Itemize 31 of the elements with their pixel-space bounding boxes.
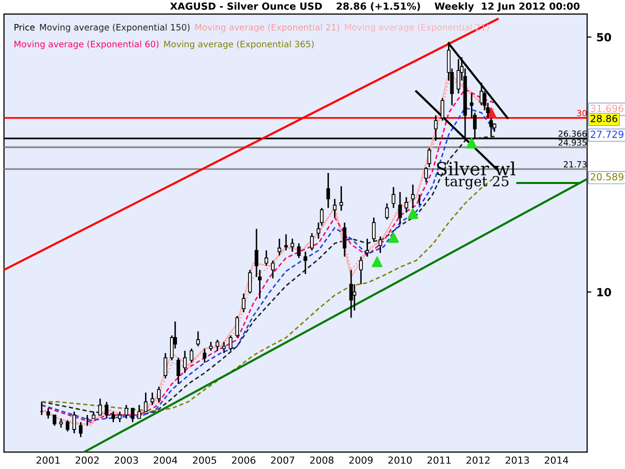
- text: Moving average (Exponential 60): [14, 40, 158, 50]
- chart-title: XAGUSD - Silver Ounce USD 28.86 (+1.51%) Weekly 12 Jun 2012 00:00: [170, 2, 580, 12]
- x-tick-label: 2003: [114, 456, 138, 464]
- text: 27.729: [590, 130, 624, 138]
- y-tick-label: 10: [597, 288, 612, 296]
- x-tick-label: 2006: [232, 456, 256, 464]
- text: Moving average (Exponential 365): [164, 40, 314, 50]
- y-tick-label: 50: [597, 33, 612, 42]
- annotation: Price: [14, 24, 35, 31]
- x-tick-label: 2007: [271, 456, 294, 464]
- x-tick-label: 2010: [388, 456, 412, 464]
- x-tick-label: 2011: [427, 456, 451, 464]
- x-tick-label: 2014: [544, 456, 568, 464]
- annotation: target 25: [444, 176, 508, 190]
- text: 28.86: [590, 114, 618, 122]
- x-tick-label: 2013: [506, 456, 529, 464]
- x-tick-label: 2002: [76, 456, 99, 464]
- ref-line-label: 30: [577, 110, 587, 116]
- text: 20.589: [590, 173, 624, 180]
- annotation: Silver wl: [437, 162, 516, 176]
- ref-line-label: 21.73: [564, 161, 586, 168]
- ref-line-label: 24.935: [558, 139, 586, 146]
- x-tick-label: 2001: [36, 456, 60, 464]
- text: 31.696: [590, 104, 624, 112]
- x-tick-label: 2004: [154, 456, 178, 464]
- x-tick-label: 2012: [466, 456, 490, 464]
- x-tick-label: 2008: [310, 456, 334, 464]
- x-tick-label: 2005: [192, 456, 216, 464]
- text: Moving average (Exponential 21): [195, 24, 340, 32]
- x-tick-label: 2009: [349, 456, 373, 464]
- text: Moving average (Exponential 150): [40, 24, 190, 32]
